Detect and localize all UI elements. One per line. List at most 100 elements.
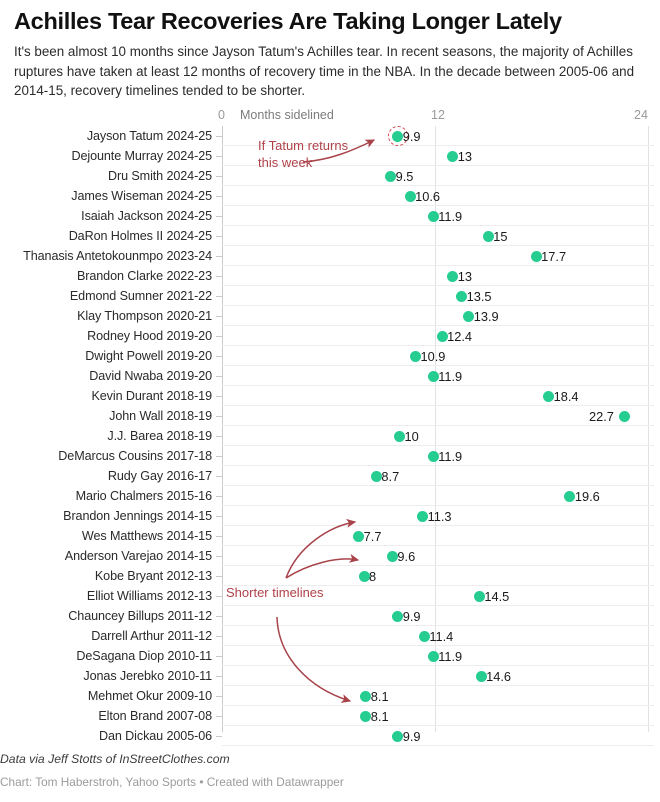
chart-row[interactable]: Elton Brand 2007-08 8.1	[0, 706, 660, 726]
chart-row[interactable]: Chauncey Billups 2011-12 9.9	[0, 606, 660, 626]
chart-subtitle: It's been almost 10 months since Jayson …	[14, 44, 635, 99]
chart-row[interactable]: Jayson Tatum 2024-25 9.9	[0, 126, 660, 146]
row-tick	[216, 555, 222, 557]
data-point[interactable]	[360, 690, 372, 702]
data-point[interactable]	[360, 710, 372, 722]
chart-row[interactable]: J.J. Barea 2018-19 10	[0, 426, 660, 446]
row-label: Wes Matthews 2014-15	[81, 529, 212, 543]
data-point[interactable]	[447, 270, 459, 282]
data-point[interactable]	[358, 570, 370, 582]
data-point[interactable]	[386, 550, 398, 562]
data-point[interactable]	[447, 150, 459, 162]
data-point[interactable]	[427, 650, 439, 662]
data-point[interactable]	[482, 230, 494, 242]
row-gridline	[222, 505, 654, 506]
chart-row[interactable]: John Wall 2018-19 22.7	[0, 406, 660, 426]
data-point-value: 10.6	[415, 188, 441, 204]
chart-row[interactable]: Dwight Powell 2019-20 10.9	[0, 346, 660, 366]
data-point[interactable]	[456, 290, 468, 302]
chart-row[interactable]: Brandon Clarke 2022-23 13	[0, 266, 660, 286]
data-point[interactable]	[463, 310, 475, 322]
chart-row[interactable]: James Wiseman 2024-25 10.6	[0, 186, 660, 206]
chart-row[interactable]: Dru Smith 2024-25 9.5	[0, 166, 660, 186]
row-gridline	[222, 625, 654, 626]
data-point-value: 13.5	[466, 288, 492, 304]
data-point-value: 13	[457, 268, 472, 284]
data-point-value: 8	[369, 568, 377, 584]
chart-row[interactable]: Klay Thompson 2020-21 13.9	[0, 306, 660, 326]
row-tick	[216, 235, 222, 237]
data-point[interactable]	[427, 370, 439, 382]
row-tick	[216, 255, 222, 257]
data-point-value: 13	[457, 148, 472, 164]
chart-row[interactable]: Isaiah Jackson 2024-25 11.9	[0, 206, 660, 226]
row-label: Dan Dickau 2005-06	[98, 729, 212, 743]
row-label: Thanasis Antetokounmpo 2023-24	[23, 249, 212, 263]
chart-row[interactable]: Darrell Arthur 2011-12 11.4	[0, 626, 660, 646]
row-label: David Nwaba 2019-20	[89, 369, 212, 383]
data-point[interactable]	[417, 510, 429, 522]
data-point[interactable]	[530, 250, 542, 262]
data-point[interactable]	[564, 490, 576, 502]
chart-row[interactable]: Mehmet Okur 2009-10 8.1	[0, 686, 660, 706]
data-point-value: 12.4	[447, 328, 473, 344]
data-point[interactable]	[475, 670, 487, 682]
row-gridline	[222, 365, 654, 366]
page-title: Achilles Tear Recoveries Are Taking Long…	[14, 8, 562, 34]
chart-row[interactable]: David Nwaba 2019-20 11.9	[0, 366, 660, 386]
chart-row[interactable]: Kobe Bryant 2012-13 8	[0, 566, 660, 586]
row-tick	[216, 735, 222, 737]
data-point[interactable]	[394, 430, 405, 442]
chart-row[interactable]: Edmond Sumner 2021-22 13.5	[0, 286, 660, 306]
row-label: Jonas Jerebko 2010-11	[83, 669, 212, 683]
chart-row[interactable]: Dan Dickau 2005-06 9.9	[0, 726, 660, 746]
data-point[interactable]	[418, 630, 430, 642]
data-point-value: 8.7	[381, 468, 400, 484]
data-point[interactable]	[392, 610, 404, 622]
data-point[interactable]	[409, 350, 421, 362]
chart-row[interactable]: Thanasis Antetokounmpo 2023-24 17.7	[0, 246, 660, 266]
chart-row[interactable]: Brandon Jennings 2014-15 11.3	[0, 506, 660, 526]
row-label: J.J. Barea 2018-19	[107, 429, 212, 443]
data-point[interactable]	[392, 730, 404, 742]
row-gridline	[222, 425, 654, 426]
row-tick	[216, 415, 222, 417]
row-tick	[216, 495, 222, 497]
data-point[interactable]	[353, 530, 365, 542]
data-point-value: 11.4	[429, 628, 454, 644]
row-tick	[216, 375, 222, 377]
data-point-value: 11.9	[438, 648, 463, 664]
row-gridline	[222, 405, 654, 406]
data-point[interactable]	[427, 210, 439, 222]
chart-row[interactable]: DeSagana Diop 2010-11 11.9	[0, 646, 660, 666]
chart-row[interactable]: DeMarcus Cousins 2017-18 11.9	[0, 446, 660, 466]
chart-row[interactable]: DaRon Holmes II 2024-25 15	[0, 226, 660, 246]
row-label: DaRon Holmes II 2024-25	[68, 229, 212, 243]
data-point[interactable]	[473, 590, 485, 602]
chart-row[interactable]: Kevin Durant 2018-19 18.4	[0, 386, 660, 406]
data-point[interactable]	[543, 390, 555, 402]
chart-row[interactable]: Dejounte Murray 2024-25 13	[0, 146, 660, 166]
row-label: Mehmet Okur 2009-10	[87, 689, 212, 703]
row-tick	[216, 355, 222, 357]
data-point[interactable]	[392, 130, 404, 142]
chart-row[interactable]: Rodney Hood 2019-20 12.4	[0, 326, 660, 346]
row-tick	[216, 135, 222, 137]
data-point[interactable]	[404, 190, 416, 202]
chart-row[interactable]: Wes Matthews 2014-15 7.7	[0, 526, 660, 546]
row-gridline	[222, 485, 654, 486]
data-point[interactable]	[436, 330, 448, 342]
data-point[interactable]	[385, 170, 397, 182]
data-point[interactable]	[370, 470, 382, 482]
chart-row[interactable]: Jonas Jerebko 2010-11 14.6	[0, 666, 660, 686]
data-point-value: 14.5	[484, 588, 510, 604]
row-tick	[216, 335, 222, 337]
chart-row[interactable]: Anderson Varejao 2014-15 9.6	[0, 546, 660, 566]
chart-row[interactable]: Elliot Williams 2012-13 14.5	[0, 586, 660, 606]
data-point[interactable]	[619, 410, 631, 422]
row-label: Dejounte Murray 2024-25	[71, 149, 212, 163]
chart-row[interactable]: Rudy Gay 2016-17 8.7	[0, 466, 660, 486]
data-point[interactable]	[427, 450, 439, 462]
row-tick	[216, 175, 222, 177]
chart-row[interactable]: Mario Chalmers 2015-16 19.6	[0, 486, 660, 506]
